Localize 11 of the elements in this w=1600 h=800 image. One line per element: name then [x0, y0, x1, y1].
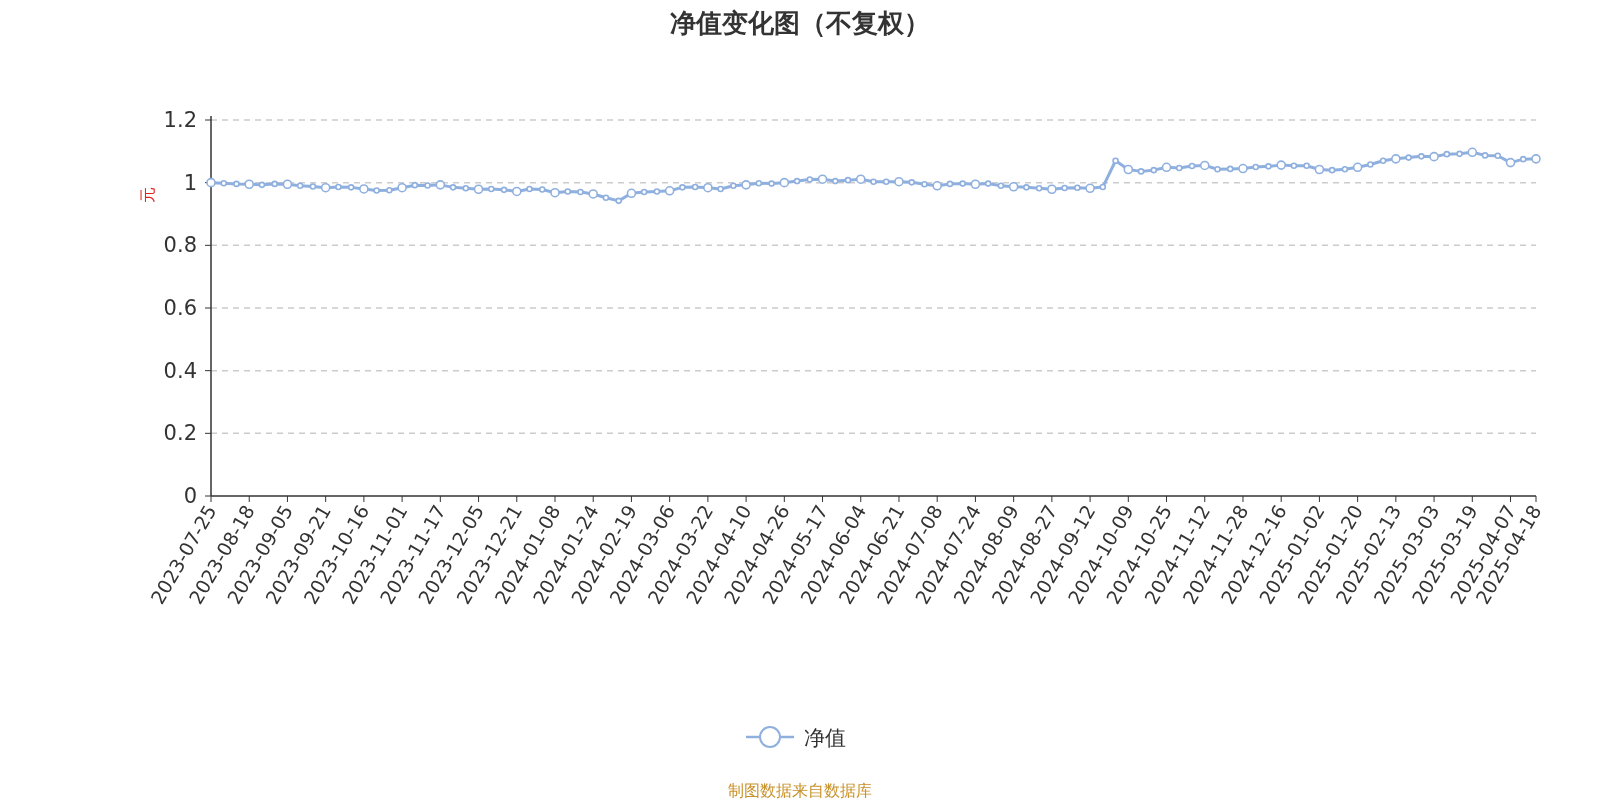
text: 制图数据来自数据库: [728, 781, 872, 800]
y-axis-title: 元: [138, 187, 157, 204]
y-tick-label: 0.8: [163, 233, 197, 258]
chart-title: 净值变化图（不复权）: [670, 8, 930, 38]
legend-label: 净值: [804, 726, 846, 750]
y-tick-label: 1.2: [163, 108, 197, 132]
y-tick-label: 0: [183, 484, 197, 508]
y-tick-label: 0.4: [163, 358, 197, 383]
y-tick-label: 0.2: [163, 421, 197, 446]
y-tick-label: 1: [183, 170, 197, 195]
y-tick-label: 0.6: [163, 296, 197, 320]
